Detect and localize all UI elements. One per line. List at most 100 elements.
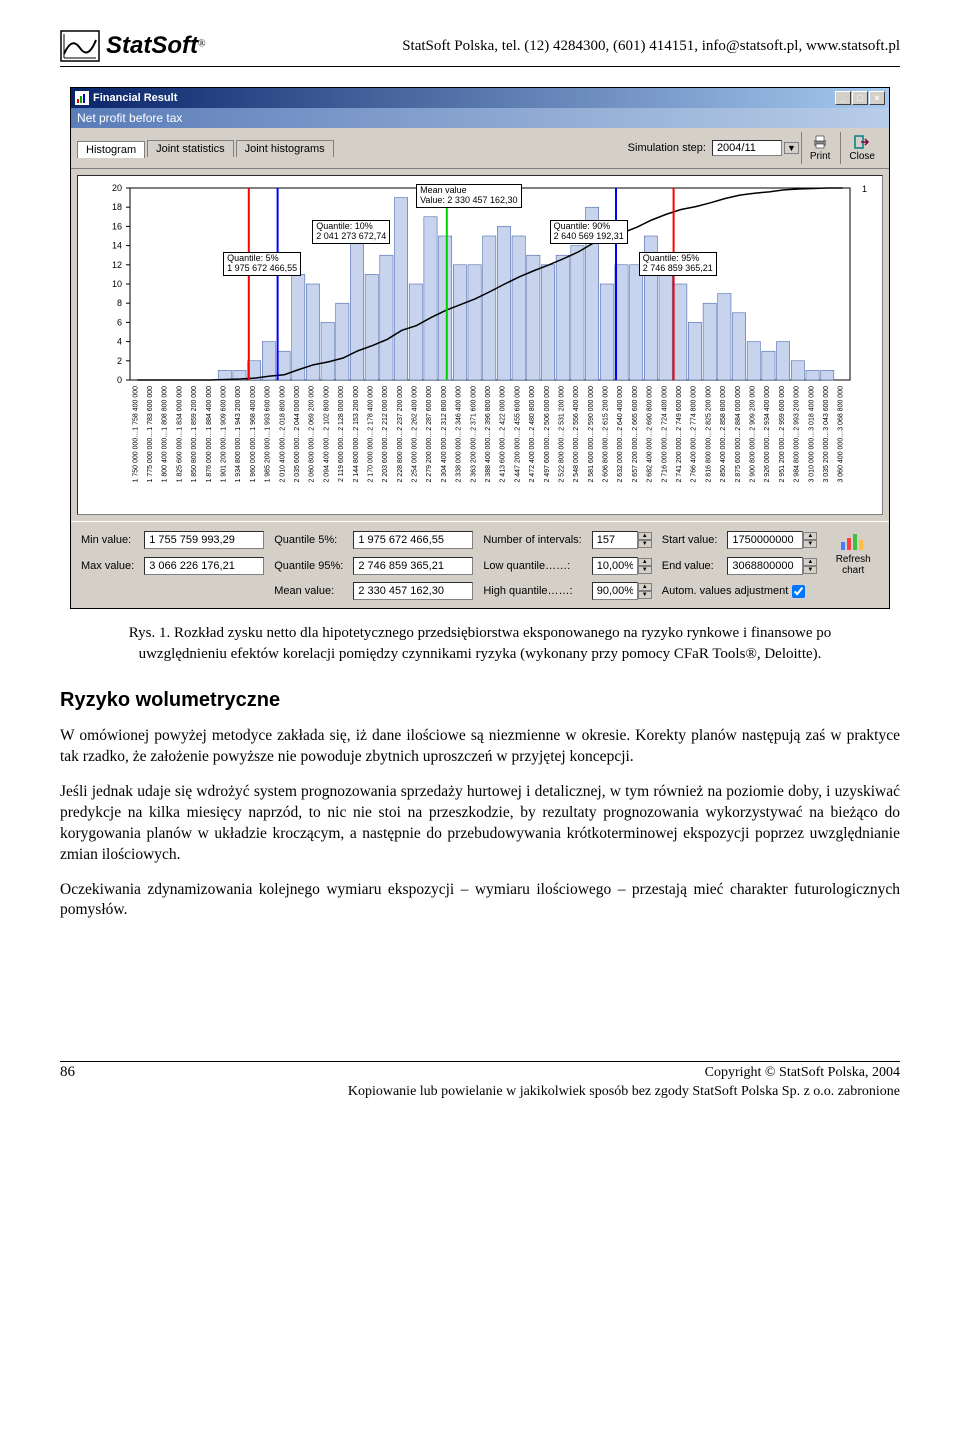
svg-text:6: 6 <box>117 317 122 327</box>
maximize-btn[interactable]: □ <box>852 91 868 105</box>
chart-annotation: Quantile: 90%2 640 569 192,31 <box>550 220 628 244</box>
svg-text:1 750 000 000…1 758 400 000: 1 750 000 000…1 758 400 000 <box>132 386 139 483</box>
svg-text:1: 1 <box>862 184 867 194</box>
svg-text:2 279 200 000…2 287 600 000: 2 279 200 000…2 287 600 000 <box>426 386 433 483</box>
svg-text:2 170 000 000…2 178 400 000: 2 170 000 000…2 178 400 000 <box>367 386 374 483</box>
svg-text:2 363 200 000…2 371 600 000: 2 363 200 000…2 371 600 000 <box>470 386 477 483</box>
lq-input[interactable] <box>592 557 638 575</box>
svg-text:1 901 200 000…1 909 600 000: 1 901 200 000…1 909 600 000 <box>221 386 228 483</box>
hq-input[interactable] <box>592 582 638 600</box>
q95-label: Quantile 95%: <box>274 560 343 572</box>
svg-text:2 900 800 000…2 909 200 000: 2 900 800 000…2 909 200 000 <box>749 386 756 483</box>
tab-joint-statistics[interactable]: Joint statistics <box>147 140 233 157</box>
svg-text:2 119 600 000…2 128 000 000: 2 119 600 000…2 128 000 000 <box>338 386 345 482</box>
header-contact: StatSoft Polska, tel. (12) 4284300, (601… <box>402 38 900 55</box>
page-footer: 86 Copyright © StatSoft Polska, 2004 Kop… <box>60 1061 900 1100</box>
svg-text:1 960 000 000…1 968 400 000: 1 960 000 000…1 968 400 000 <box>250 386 257 483</box>
spin-up[interactable]: ▲ <box>638 532 652 540</box>
svg-text:2 816 800 000…2 825 200 000: 2 816 800 000…2 825 200 000 <box>705 386 712 483</box>
logo: StatSoft® <box>60 30 206 62</box>
svg-text:1 825 600 000…1 834 000 000: 1 825 600 000…1 834 000 000 <box>176 386 183 483</box>
svg-text:2 304 400 000…2 312 800 000: 2 304 400 000…2 312 800 000 <box>441 386 448 483</box>
print-button[interactable]: Print <box>801 132 839 164</box>
subtitle-bar: Net profit before tax <box>71 108 889 128</box>
exit-icon <box>853 134 871 150</box>
svg-text:2 522 800 000…2 531 200 000: 2 522 800 000…2 531 200 000 <box>558 386 565 483</box>
brand-sup: ® <box>198 39 206 50</box>
refresh-label: Refresh chart <box>827 554 879 576</box>
q5-value-input[interactable] <box>353 531 473 549</box>
min-label: Min value: <box>81 534 134 546</box>
spin-up[interactable]: ▲ <box>638 583 652 591</box>
n-intervals-input[interactable] <box>592 531 638 549</box>
auto-adjust-checkbox[interactable] <box>792 585 805 598</box>
statsoft-logo-icon <box>60 30 100 62</box>
svg-text:3 010 000 000…3 018 400 000: 3 010 000 000…3 018 400 000 <box>808 386 815 483</box>
svg-text:2 606 800 000…2 615 200 000: 2 606 800 000…2 615 200 000 <box>603 386 610 483</box>
spin-down[interactable]: ▼ <box>803 540 817 548</box>
svg-text:2 254 000 000…2 262 400 000: 2 254 000 000…2 262 400 000 <box>412 386 419 483</box>
spin-up[interactable]: ▲ <box>803 532 817 540</box>
end-value-input[interactable] <box>727 557 803 575</box>
tab-histogram[interactable]: Histogram <box>77 141 145 158</box>
svg-text:2 875 600 000…2 884 000 000: 2 875 600 000…2 884 000 000 <box>735 386 742 483</box>
dropdown-icon[interactable]: ▼ <box>784 142 799 154</box>
titlebar: Financial Result _ □ × <box>71 88 889 108</box>
svg-text:2 984 800 000…2 993 200 000: 2 984 800 000…2 993 200 000 <box>794 386 801 483</box>
chart-annotation: Quantile: 10%2 041 273 672,74 <box>312 220 390 244</box>
spin-down[interactable]: ▼ <box>803 566 817 574</box>
controls-panel: Min value: Quantile 5%: Number of interv… <box>71 521 889 608</box>
chart-canvas: 0246810121416182011 750 000 000…1 758 40… <box>82 180 878 510</box>
print-icon <box>811 134 829 150</box>
close-button[interactable]: Close <box>840 132 883 164</box>
svg-text:0: 0 <box>117 375 122 385</box>
svg-text:12: 12 <box>112 260 122 270</box>
app-icon <box>75 91 89 105</box>
chart-annotation: Quantile: 95%2 746 859 365,21 <box>639 252 717 276</box>
spin-down[interactable]: ▼ <box>638 566 652 574</box>
spin-down[interactable]: ▼ <box>638 591 652 599</box>
chart-icon <box>839 530 867 552</box>
refresh-chart-button[interactable]: Refresh chart <box>827 530 879 576</box>
page-number: 86 <box>60 1064 75 1100</box>
hq-label: High quantile……: <box>483 585 581 597</box>
svg-text:3 035 200 000…3 043 600 000: 3 035 200 000…3 043 600 000 <box>823 386 830 483</box>
mean-value-input[interactable] <box>353 582 473 600</box>
chart-annotation: Mean valueValue: 2 330 457 162,30 <box>416 184 521 208</box>
svg-text:2 144 800 000…2 153 200 000: 2 144 800 000…2 153 200 000 <box>353 386 360 483</box>
svg-text:2 951 200 000…2 959 600 000: 2 951 200 000…2 959 600 000 <box>779 386 786 483</box>
svg-text:2 682 400 000…2 690 800 000: 2 682 400 000…2 690 800 000 <box>647 386 654 483</box>
svg-text:18: 18 <box>112 202 122 212</box>
paragraph-2: Jeśli jednak udaje się wdrożyć system pr… <box>60 782 900 866</box>
svg-text:1 775 000 000…1 783 600 000: 1 775 000 000…1 783 600 000 <box>147 386 154 483</box>
max-value-input[interactable] <box>144 557 264 575</box>
svg-text:2 472 400 000…2 480 800 000: 2 472 400 000…2 480 800 000 <box>529 386 536 483</box>
spin-up[interactable]: ▲ <box>638 558 652 566</box>
chart-annotation: Quantile: 5%1 975 672 466,55 <box>223 252 301 276</box>
tab-joint-histograms[interactable]: Joint histograms <box>236 140 334 157</box>
minimize-btn[interactable]: _ <box>835 91 851 105</box>
svg-text:2 203 600 000…2 212 000 000: 2 203 600 000…2 212 000 000 <box>382 386 389 483</box>
spin-up[interactable]: ▲ <box>803 558 817 566</box>
svg-text:1 934 800 000…1 943 200 000: 1 934 800 000…1 943 200 000 <box>235 386 242 483</box>
paragraph-1: W omówionej powyżej metodyce zakłada się… <box>60 726 900 768</box>
close-window-btn[interactable]: × <box>869 91 885 105</box>
svg-text:2 035 600 000…2 044 000 000: 2 035 600 000…2 044 000 000 <box>294 386 301 483</box>
lq-label: Low quantile……: <box>483 560 581 572</box>
section-title: Ryzyko wolumetryczne <box>60 689 900 712</box>
figure-caption: Rys. 1. Rozkład zysku netto dla hipotety… <box>110 623 850 665</box>
end-label: End value: <box>662 560 718 572</box>
min-value-input[interactable] <box>144 531 264 549</box>
q95-value-input[interactable] <box>353 557 473 575</box>
svg-text:2 766 400 000…2 774 800 000: 2 766 400 000…2 774 800 000 <box>691 386 698 483</box>
svg-text:2 228 800 000…2 237 200 000: 2 228 800 000…2 237 200 000 <box>397 386 404 483</box>
print-label: Print <box>810 151 831 162</box>
spin-down[interactable]: ▼ <box>638 540 652 548</box>
svg-text:14: 14 <box>112 241 122 251</box>
svg-text:2 548 000 000…2 556 400 000: 2 548 000 000…2 556 400 000 <box>573 386 580 483</box>
close-label: Close <box>849 151 875 162</box>
svg-text:2 413 600 000…2 422 000 000: 2 413 600 000…2 422 000 000 <box>500 386 507 483</box>
svg-text:2 632 000 000…2 640 400 000: 2 632 000 000…2 640 400 000 <box>617 386 624 483</box>
sim-step-select[interactable] <box>712 140 782 156</box>
start-value-input[interactable] <box>727 531 803 549</box>
